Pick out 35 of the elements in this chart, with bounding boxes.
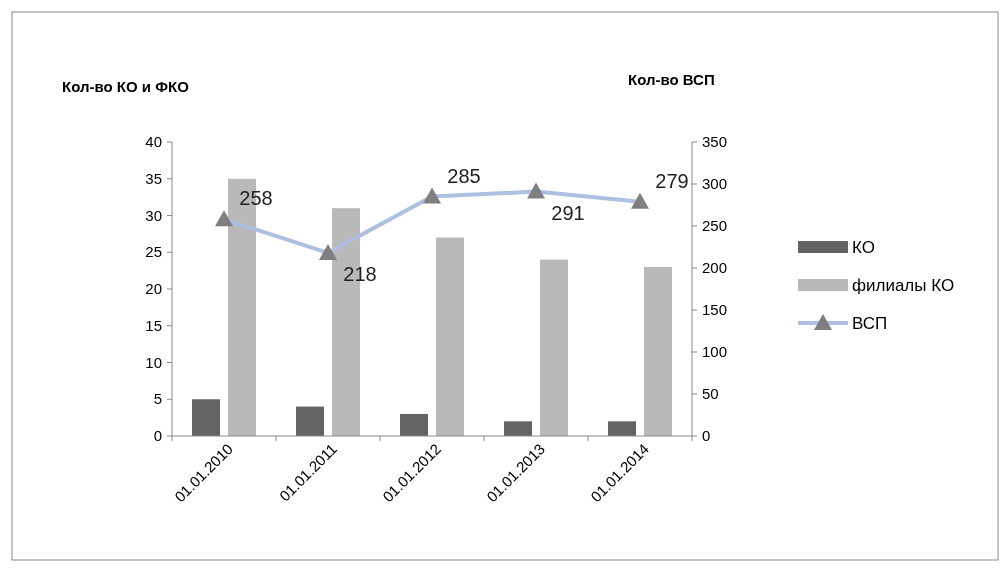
y2-tick-label: 200	[702, 259, 728, 276]
y-tick-label: 40	[145, 133, 162, 150]
legend-label: КО	[852, 238, 875, 257]
y2-tick-label: 250	[702, 217, 728, 234]
data-label: 218	[343, 262, 377, 285]
y-tick-label: 25	[145, 243, 162, 261]
bar	[608, 421, 636, 436]
y2-axis-title: Кол-во ВСП	[628, 71, 715, 88]
bar	[644, 266, 672, 436]
bar	[192, 399, 220, 436]
y-tick-label: 15	[145, 316, 162, 334]
y-tick-label: 10	[145, 353, 162, 371]
y-axis-title: Кол-во КО и ФКО	[62, 78, 190, 95]
data-label: 258	[239, 187, 273, 210]
y2-tick-label: 350	[702, 133, 728, 150]
y-tick-label: 30	[145, 206, 162, 224]
y-tick-label: 5	[153, 390, 162, 408]
data-label: 279	[655, 169, 689, 192]
bar	[540, 259, 568, 436]
y-tick-label: 20	[145, 280, 162, 297]
y2-tick-label: 0	[702, 427, 711, 444]
y2-tick-label: 150	[702, 301, 728, 318]
y-tick-label: 35	[145, 169, 162, 187]
data-label: 291	[551, 201, 585, 224]
data-label: 285	[447, 164, 481, 187]
bar	[504, 421, 532, 436]
bar	[400, 413, 428, 436]
bar	[296, 406, 324, 436]
bar	[436, 237, 464, 436]
legend-label: филиалы КО	[852, 276, 955, 295]
y-tick-label: 0	[153, 427, 162, 444]
y2-tick-label: 100	[702, 343, 728, 360]
y2-tick-label: 300	[702, 175, 728, 192]
legend-label: ВСП	[852, 314, 888, 333]
y2-tick-label: 50	[702, 385, 719, 402]
